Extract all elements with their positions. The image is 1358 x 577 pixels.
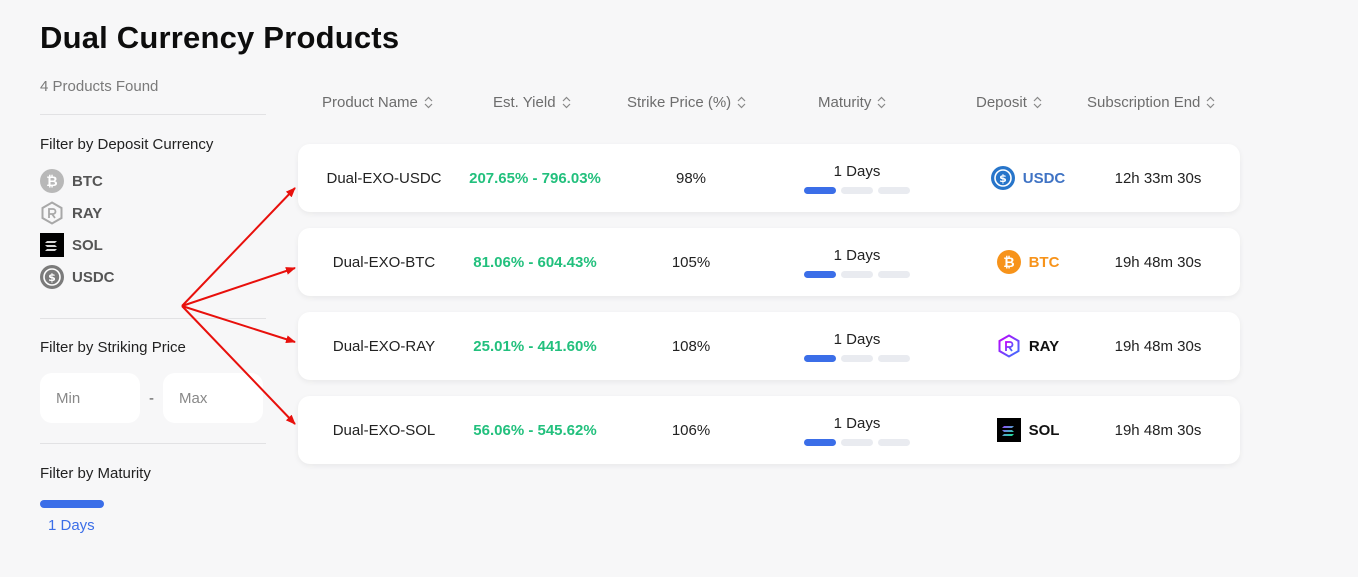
filter-option-label: RAY bbox=[72, 204, 103, 222]
max-price-input[interactable] bbox=[163, 373, 263, 423]
strike-price: 108% bbox=[671, 337, 711, 355]
svg-text:₿: ₿ bbox=[1003, 255, 1014, 271]
deposit-cell: RAY bbox=[958, 312, 1098, 380]
header-label: Maturity bbox=[818, 94, 872, 111]
svg-text:₿: ₿ bbox=[46, 174, 57, 190]
usdc-icon: $ bbox=[40, 265, 64, 289]
ray-icon bbox=[40, 201, 64, 225]
filter-option-label: SOL bbox=[72, 236, 103, 254]
sort-icon bbox=[877, 96, 886, 109]
maturity-text: 1 Days bbox=[833, 330, 881, 348]
ray-icon bbox=[997, 334, 1021, 358]
header-label: Est. Yield bbox=[493, 94, 556, 111]
est-yield: 25.01% - 441.60% bbox=[473, 337, 597, 355]
maturity-progress bbox=[804, 186, 910, 194]
product-row-ray[interactable]: Dual-EXO-RAY 25.01% - 441.60% 108% 1 Day… bbox=[298, 312, 1240, 380]
range-separator: - bbox=[149, 389, 154, 407]
deposit-filter-title: Filter by Deposit Currency bbox=[40, 136, 214, 153]
deposit-cell: ₿ BTC bbox=[958, 228, 1098, 296]
product-name: Dual-EXO-RAY bbox=[332, 337, 436, 355]
filter-sidebar: 4 Products Found Filter by Deposit Curre… bbox=[40, 78, 266, 534]
strike-price: 106% bbox=[671, 421, 711, 439]
filter-option-sol[interactable]: SOL bbox=[40, 233, 266, 257]
est-yield: 56.06% - 545.62% bbox=[473, 421, 597, 439]
deposit-label: RAY bbox=[1028, 337, 1060, 355]
header-label: Deposit bbox=[976, 94, 1027, 111]
sort-icon bbox=[562, 96, 570, 109]
header-subscription-end[interactable]: Subscription End bbox=[1087, 94, 1215, 111]
maturity-filter-title: Filter by Maturity bbox=[40, 465, 151, 482]
btc-icon: ₿ bbox=[40, 169, 64, 193]
product-name: Dual-EXO-BTC bbox=[332, 253, 436, 271]
header-label: Product Name bbox=[322, 94, 418, 111]
maturity-text: 1 Days bbox=[833, 162, 881, 180]
deposit-label: USDC bbox=[1022, 169, 1066, 187]
svg-text:$: $ bbox=[48, 271, 56, 284]
filter-option-ray[interactable]: RAY bbox=[40, 201, 266, 225]
filter-option-label: USDC bbox=[72, 268, 115, 286]
sort-icon bbox=[737, 96, 746, 109]
maturity-cell: 1 Days bbox=[782, 144, 932, 212]
page-title: Dual Currency Products bbox=[40, 20, 400, 55]
header-strike-price[interactable]: Strike Price (%) bbox=[627, 94, 746, 111]
product-name: Dual-EXO-USDC bbox=[326, 169, 442, 187]
product-row-usdc[interactable]: Dual-EXO-USDC 207.65% - 796.03% 98% 1 Da… bbox=[298, 144, 1240, 212]
maturity-text: 1 Days bbox=[833, 414, 881, 432]
maturity-cell: 1 Days bbox=[782, 396, 932, 464]
sort-icon bbox=[1206, 96, 1215, 109]
striking-price-filter: Filter by Striking Price - bbox=[40, 319, 266, 444]
sol-icon bbox=[40, 233, 64, 257]
est-yield: 207.65% - 796.03% bbox=[469, 169, 601, 187]
maturity-progress bbox=[804, 354, 910, 362]
deposit-cell: $ USDC bbox=[958, 144, 1098, 212]
sol-icon bbox=[996, 418, 1021, 442]
header-label: Subscription End bbox=[1087, 94, 1201, 111]
min-price-input[interactable] bbox=[40, 373, 140, 423]
maturity-option-label[interactable]: 1 Days bbox=[48, 517, 95, 534]
product-row-btc[interactable]: Dual-EXO-BTC 81.06% - 604.43% 105% 1 Day… bbox=[298, 228, 1240, 296]
product-name: Dual-EXO-SOL bbox=[332, 421, 436, 439]
header-deposit[interactable]: Deposit bbox=[976, 94, 1042, 111]
header-product-name[interactable]: Product Name bbox=[322, 94, 433, 111]
price-filter-title: Filter by Striking Price bbox=[40, 339, 186, 356]
results-count: 4 Products Found bbox=[40, 78, 266, 115]
header-label: Strike Price (%) bbox=[627, 94, 732, 111]
strike-price: 105% bbox=[671, 253, 711, 271]
subscription-end: 19h 48m 30s bbox=[1114, 337, 1202, 355]
est-yield: 81.06% - 604.43% bbox=[473, 253, 597, 271]
maturity-cell: 1 Days bbox=[782, 228, 932, 296]
filter-option-label: BTC bbox=[72, 172, 103, 190]
header-maturity[interactable]: Maturity bbox=[818, 94, 886, 111]
filter-option-usdc[interactable]: $ USDC bbox=[40, 265, 266, 289]
subscription-end: 19h 48m 30s bbox=[1114, 421, 1202, 439]
maturity-option-bar[interactable] bbox=[40, 500, 104, 508]
deposit-label: BTC bbox=[1028, 253, 1060, 271]
product-row-sol[interactable]: Dual-EXO-SOL 56.06% - 545.62% 106% 1 Day… bbox=[298, 396, 1240, 464]
sort-icon bbox=[1033, 96, 1042, 109]
svg-text:$: $ bbox=[999, 172, 1007, 185]
maturity-progress bbox=[804, 438, 910, 446]
maturity-cell: 1 Days bbox=[782, 312, 932, 380]
btc-icon: ₿ bbox=[996, 250, 1021, 274]
strike-price: 98% bbox=[675, 169, 707, 187]
deposit-cell: SOL bbox=[958, 396, 1098, 464]
usdc-icon: $ bbox=[990, 166, 1015, 190]
sort-icon bbox=[424, 96, 433, 109]
header-est-yield[interactable]: Est. Yield bbox=[493, 94, 571, 111]
deposit-currency-filter: Filter by Deposit Currency ₿ BTC RAY SOL bbox=[40, 115, 266, 319]
subscription-end: 19h 48m 30s bbox=[1114, 253, 1202, 271]
filter-option-btc[interactable]: ₿ BTC bbox=[40, 169, 266, 193]
deposit-label: SOL bbox=[1028, 421, 1060, 439]
maturity-progress bbox=[804, 270, 910, 278]
maturity-text: 1 Days bbox=[833, 246, 881, 264]
subscription-end: 12h 33m 30s bbox=[1114, 169, 1202, 187]
maturity-filter: Filter by Maturity 1 Days bbox=[40, 444, 266, 534]
